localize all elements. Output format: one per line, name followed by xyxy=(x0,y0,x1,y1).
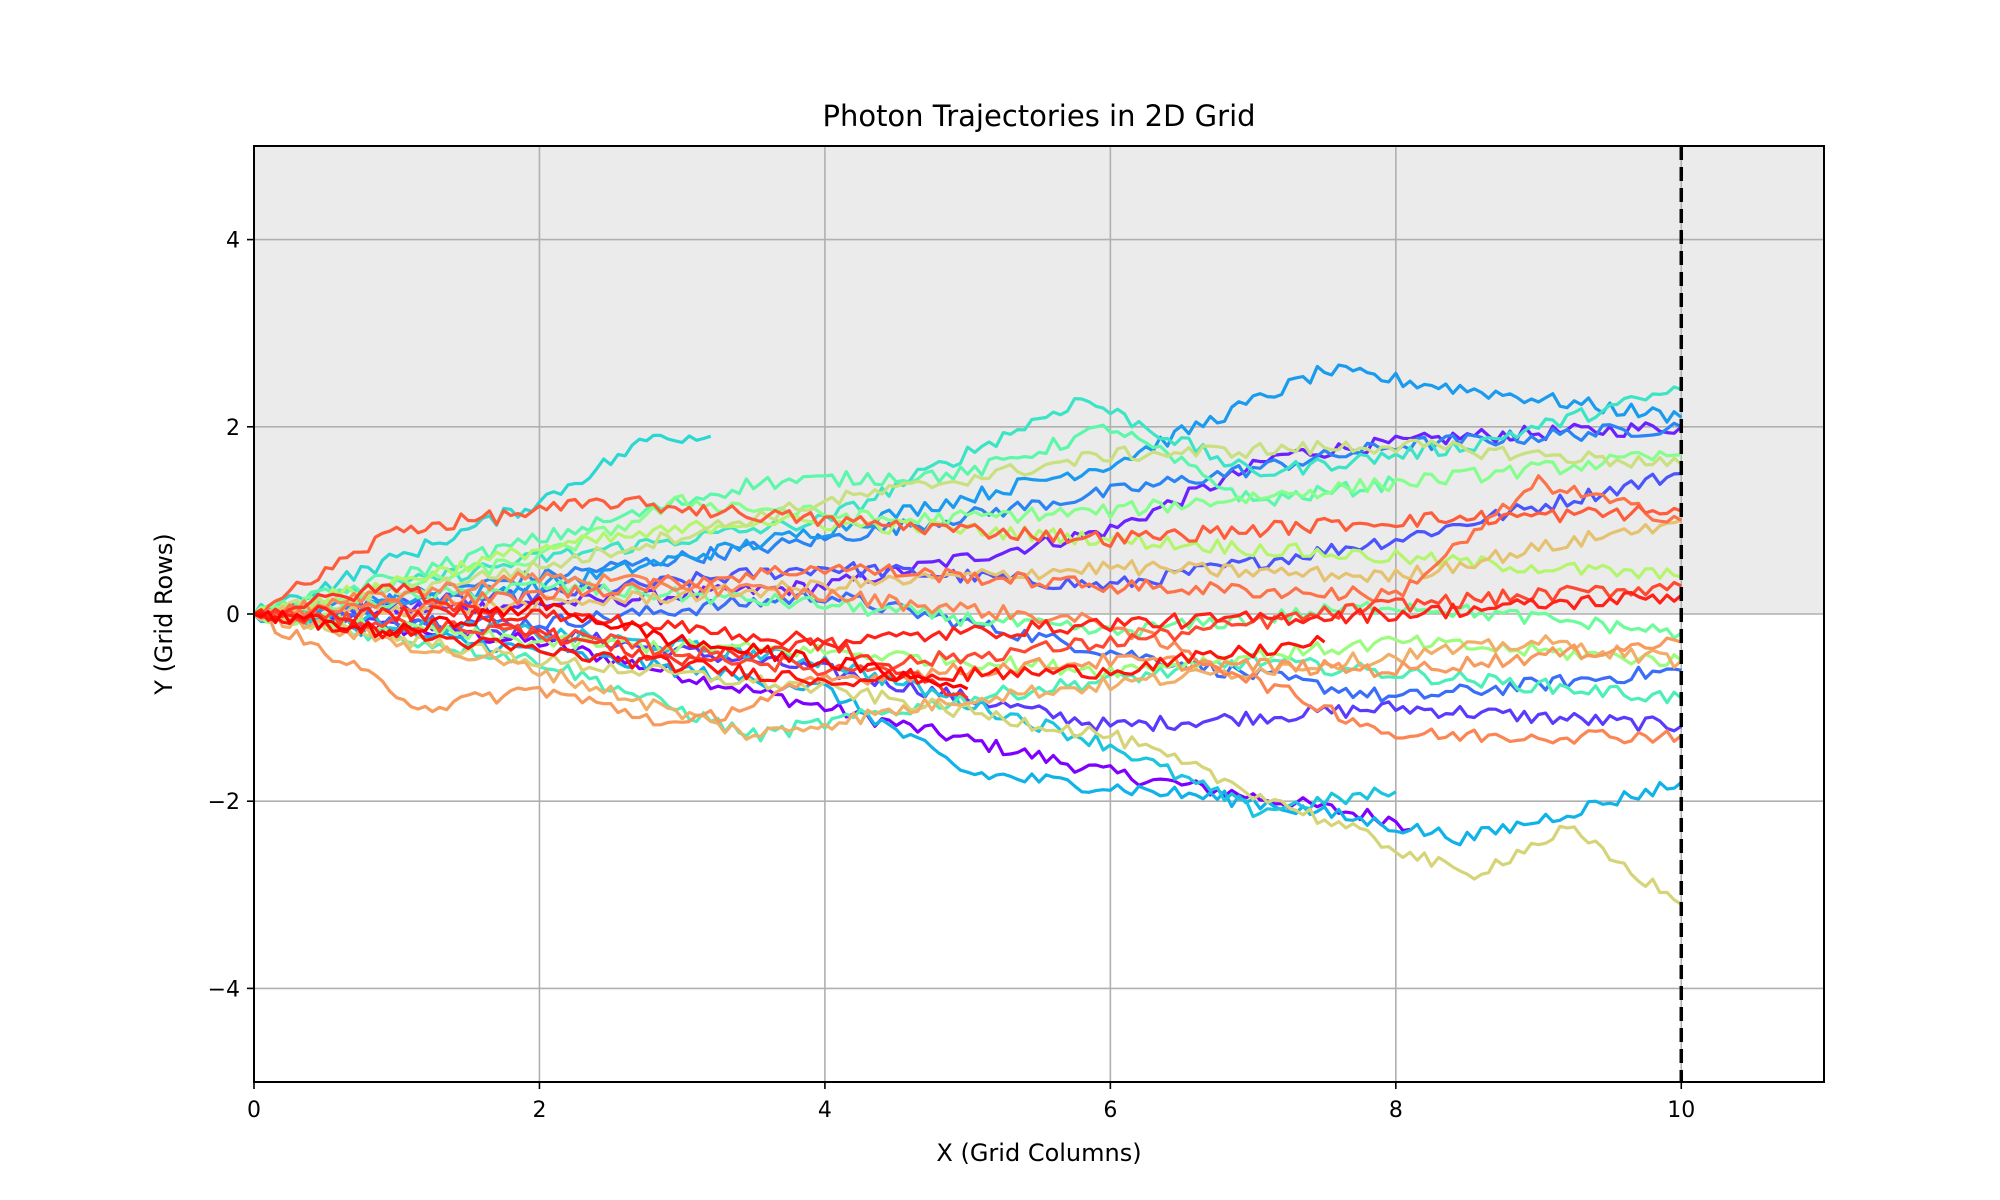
trajectory-line-26 xyxy=(254,580,1682,677)
trajectory-line-20 xyxy=(254,518,1682,622)
y-tick-label: 0 xyxy=(226,603,240,628)
x-axis-label: X (Grid Columns) xyxy=(936,1139,1141,1167)
axis-ticks: 0 2 4 6 8 10 −4 −2 0 2 4 xyxy=(208,229,1696,1123)
upper-half-shading xyxy=(254,146,1824,614)
trajectory-line-19 xyxy=(254,609,1683,906)
trajectory-line-3 xyxy=(254,611,1683,733)
trajectory-line-22 xyxy=(254,612,1682,727)
trajectory-line-15 xyxy=(254,450,1682,616)
trajectory-line-4 xyxy=(254,472,1682,621)
y-axis-label: Y (Grid Rows) xyxy=(150,533,178,695)
trajectory-line-16 xyxy=(254,608,1683,679)
trajectory-line-25 xyxy=(254,495,1682,619)
trajectory-line-21 xyxy=(254,608,1683,741)
trajectory-line-24 xyxy=(254,474,1683,621)
x-tick-label: 10 xyxy=(1667,1098,1695,1123)
y-tick-label: 4 xyxy=(226,229,240,254)
trajectory-line-28 xyxy=(254,591,1683,650)
x-tick-label: 2 xyxy=(532,1098,546,1123)
trajectory-line-29 xyxy=(254,611,1326,688)
x-tick-label: 8 xyxy=(1389,1098,1403,1123)
trajectory-line-27 xyxy=(254,582,969,700)
shaded-region xyxy=(254,146,1824,614)
y-tick-label: −2 xyxy=(208,790,240,815)
trajectory-line-18 xyxy=(254,438,1683,622)
chart-title: Photon Trajectories in 2D Grid xyxy=(822,99,1255,133)
y-tick-label: −4 xyxy=(208,977,240,1002)
trajectory-line-23 xyxy=(254,571,1683,745)
trajectory-lines xyxy=(254,363,1683,906)
trajectory-line-9 xyxy=(254,608,1397,819)
x-tick-label: 6 xyxy=(1103,1098,1117,1123)
trajectory-line-13 xyxy=(254,423,1397,616)
trajectory-line-2 xyxy=(254,421,1683,621)
y-tick-label: 2 xyxy=(226,416,240,441)
trajectory-line-30 xyxy=(254,596,969,691)
x-tick-label: 4 xyxy=(818,1098,832,1123)
grid-lines xyxy=(253,146,1824,1082)
x-tick-label: 0 xyxy=(247,1098,261,1123)
